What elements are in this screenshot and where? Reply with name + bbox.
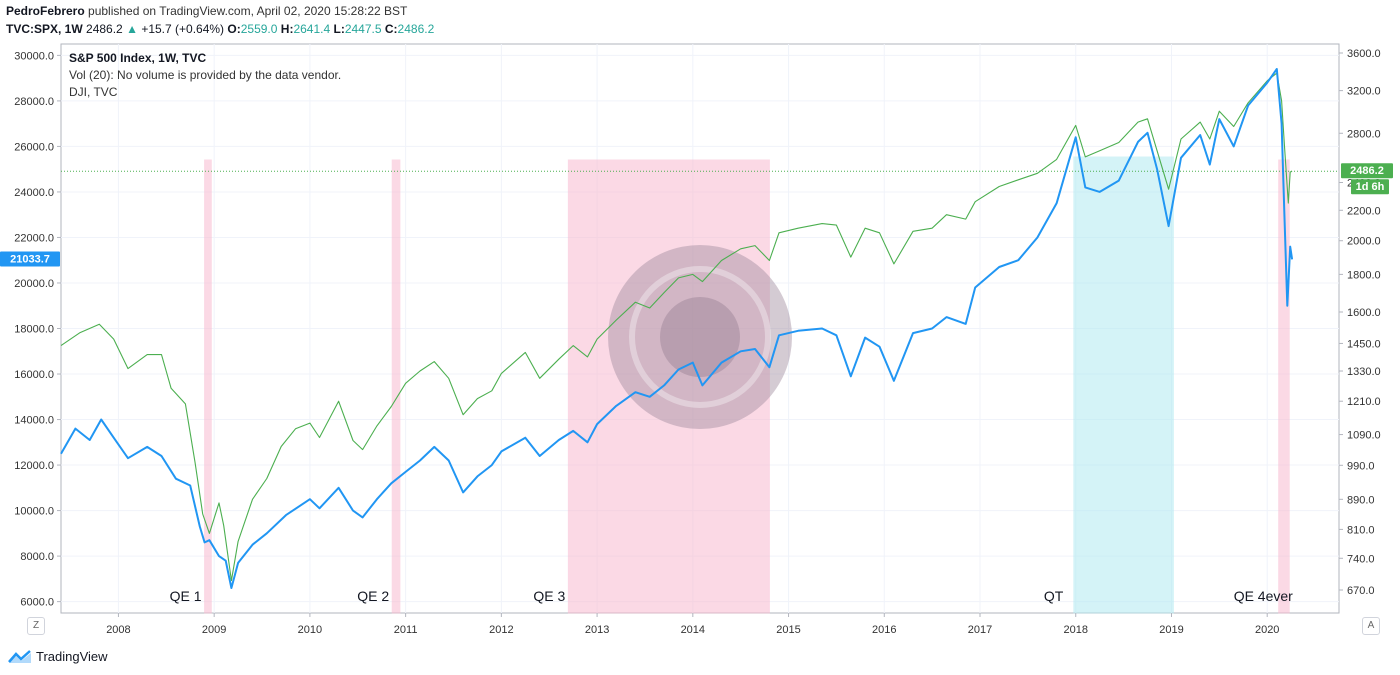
left-tick-label: 28000.0 bbox=[14, 96, 54, 108]
right-tick-label: 810.0 bbox=[1347, 524, 1375, 536]
right-tick-label: 2800.0 bbox=[1347, 128, 1381, 140]
time-tick-label: 2016 bbox=[872, 624, 896, 636]
left-tick-label: 16000.0 bbox=[14, 369, 54, 381]
left-tick-label: 22000.0 bbox=[14, 232, 54, 244]
time-axis[interactable]: 2008 2009 2010 2011 2012 2013 2014 2015 2016 2017… bbox=[106, 613, 1279, 636]
left-tick-label: 12000.0 bbox=[14, 460, 54, 472]
price-badge-label: 21033.7 bbox=[10, 253, 50, 265]
chart-legend: S&P 500 Index, 1W, TVC Vol (20): No volu… bbox=[69, 51, 341, 99]
left-tick-label: 18000.0 bbox=[14, 324, 54, 336]
time-tick-label: 2017 bbox=[968, 624, 992, 636]
region-label: QE 4ever bbox=[1234, 588, 1293, 604]
left-price-axis[interactable]: 30000.0 28000.0 26000.0 24000.0 22000.0 20000… bbox=[14, 50, 61, 609]
left-tick-label: 14000.0 bbox=[14, 415, 54, 427]
region-label: QE 1 bbox=[170, 588, 202, 604]
price-badge-label: 1d 6h bbox=[1356, 181, 1385, 193]
region-qe bbox=[391, 159, 401, 614]
tradingview-logo-icon bbox=[8, 649, 31, 663]
series-lines bbox=[60, 68, 1294, 589]
time-tick-label: 2010 bbox=[298, 624, 322, 636]
time-tick-label: 2020 bbox=[1255, 624, 1279, 636]
left-tick-label: 8000.0 bbox=[20, 551, 54, 563]
left-tick-label: 10000.0 bbox=[14, 506, 54, 518]
dji-line bbox=[60, 72, 1293, 582]
ohlc-bar: TVC:SPX, 1W 2486.2 ▲ +15.7 (+0.64%) O:25… bbox=[6, 22, 434, 36]
policy-regions bbox=[204, 156, 1290, 614]
price-badge-label: 2486.2 bbox=[1350, 165, 1384, 177]
right-tick-label: 2000.0 bbox=[1347, 236, 1381, 248]
legend-series-1[interactable]: S&P 500 Index, 1W, TVC bbox=[69, 51, 206, 65]
watermark-logo bbox=[608, 245, 792, 429]
price-badges: 21033.7 2486.2 1d 6h bbox=[0, 163, 1393, 267]
time-tick-label: 2009 bbox=[202, 624, 226, 636]
up-arrow-icon: ▲ bbox=[126, 22, 138, 36]
left-tick-label: 20000.0 bbox=[14, 278, 54, 290]
right-tick-label: 1090.0 bbox=[1347, 430, 1381, 442]
left-tick-label: 30000.0 bbox=[14, 50, 54, 62]
close-label: C: bbox=[384, 22, 398, 36]
close-value: 2486.2 bbox=[397, 22, 435, 36]
right-tick-label: 3200.0 bbox=[1347, 86, 1381, 98]
left-tick-label: 26000.0 bbox=[14, 141, 54, 153]
time-tick-label: 2019 bbox=[1159, 624, 1183, 636]
right-tick-label: 740.0 bbox=[1347, 553, 1375, 565]
open-value: 2559.0 bbox=[240, 22, 278, 36]
region-qe bbox=[567, 159, 770, 614]
region-label: QE 2 bbox=[357, 588, 389, 604]
right-tick-label: 1600.0 bbox=[1347, 307, 1381, 319]
right-tick-label: 1800.0 bbox=[1347, 269, 1381, 281]
author-name[interactable]: PedroFebrero bbox=[6, 4, 85, 18]
low-value: 2447.5 bbox=[344, 22, 382, 36]
left-tick-label: 24000.0 bbox=[14, 187, 54, 199]
region-label: QE 3 bbox=[533, 588, 565, 604]
symbol-label: TVC:SPX, 1W bbox=[6, 22, 83, 36]
last-price: 2486.2 bbox=[86, 22, 123, 36]
time-tick-label: 2008 bbox=[106, 624, 130, 636]
high-value: 2641.4 bbox=[293, 22, 331, 36]
time-tick-label: 2015 bbox=[776, 624, 800, 636]
open-label: O: bbox=[227, 22, 241, 36]
region-qt bbox=[1073, 156, 1174, 614]
right-tick-label: 3600.0 bbox=[1347, 48, 1381, 60]
right-tick-label: 2200.0 bbox=[1347, 205, 1381, 217]
time-tick-label: 2013 bbox=[585, 624, 609, 636]
publish-info: PedroFebrero published on TradingView.co… bbox=[6, 4, 407, 18]
price-badge bbox=[1341, 163, 1393, 179]
footer: TradingView bbox=[8, 649, 108, 664]
right-price-axis[interactable]: 3600.03200.02800.02400.02200.02000.01800… bbox=[1339, 48, 1381, 597]
region-label: QT bbox=[1044, 588, 1064, 604]
right-tick-label: 890.0 bbox=[1347, 494, 1375, 506]
price-badge bbox=[1351, 179, 1389, 195]
right-tick-label: 990.0 bbox=[1347, 460, 1375, 472]
legend-volume[interactable]: Vol (20): No volume is provided by the d… bbox=[69, 68, 341, 82]
region-qe bbox=[1278, 159, 1290, 614]
region-labels: QE 1 QE 2 QE 3 QT QE 4ever bbox=[170, 588, 1294, 604]
publish-text: published on TradingView.com, April 02, … bbox=[88, 4, 408, 18]
time-tick-label: 2012 bbox=[489, 624, 513, 636]
time-tick-label: 2018 bbox=[1063, 624, 1087, 636]
right-tick-label: 1330.0 bbox=[1347, 366, 1381, 378]
time-tick-label: 2014 bbox=[681, 624, 705, 636]
right-tick-label: 1210.0 bbox=[1347, 396, 1381, 408]
high-label: H: bbox=[280, 22, 294, 36]
auto-scale-right-button[interactable]: A bbox=[1362, 617, 1380, 635]
right-tick-label: 670.0 bbox=[1347, 585, 1375, 597]
spx-line bbox=[60, 68, 1294, 589]
change-value: +15.7 (+0.64%) bbox=[141, 22, 225, 36]
footer-brand[interactable]: TradingView bbox=[36, 649, 108, 664]
left-tick-label: 6000.0 bbox=[20, 597, 54, 609]
right-tick-label: 1450.0 bbox=[1347, 338, 1381, 350]
time-tick-label: 2011 bbox=[394, 624, 418, 636]
legend-series-2[interactable]: DJI, TVC bbox=[69, 85, 118, 99]
auto-scale-left-button[interactable]: Z bbox=[27, 617, 45, 635]
price-badge bbox=[0, 251, 60, 267]
region-qe bbox=[204, 159, 212, 614]
low-label: L: bbox=[333, 22, 345, 36]
